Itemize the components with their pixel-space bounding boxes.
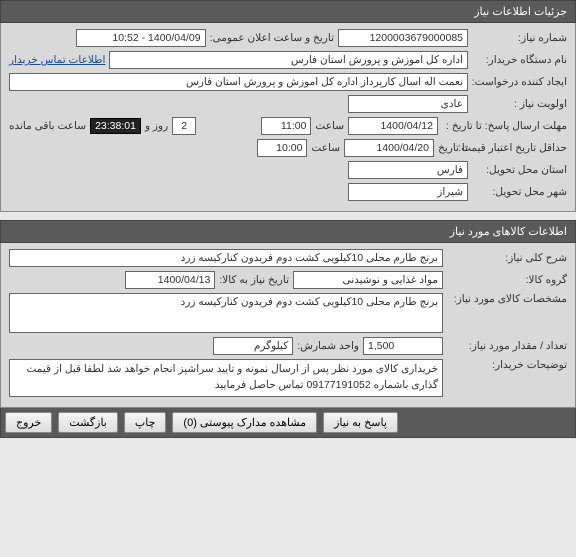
qty-value: 1,500: [363, 337, 443, 355]
goods-info-header: اطلاعات کالاهای مورد نیاز: [0, 220, 576, 243]
buyer-contact-link[interactable]: اطلاعات تماس خریدار: [9, 54, 105, 66]
province-value: فارس: [348, 161, 468, 179]
city-value: شیراز: [348, 183, 468, 201]
validity-date: 1400/04/20: [344, 139, 434, 157]
group-value: مواد غذایی و نوشیدنی: [293, 271, 443, 289]
unit-label: واحد شمارش:: [297, 340, 359, 352]
exit-button[interactable]: خروج: [5, 412, 52, 433]
priority-label: اولویت نیاز :: [472, 98, 567, 110]
deadline-time-label: ساعت: [315, 120, 344, 132]
reply-button[interactable]: پاسخ به نیاز: [323, 412, 398, 433]
city-label: شهر محل تحویل:: [472, 186, 567, 198]
unit-value: کیلوگرم: [213, 337, 293, 355]
need-number-label: شماره نیاز:: [472, 32, 567, 44]
days-remaining: 2: [172, 117, 196, 135]
desc-value: برنج طارم محلی 10کیلویی کشت دوم فریدون ک…: [9, 249, 443, 267]
notes-label: توضیحات خریدار:: [447, 359, 567, 371]
countdown-timer: 23:38:01: [90, 118, 141, 134]
desc-label: شرح کلی نیاز:: [447, 252, 567, 264]
days-label: روز و: [145, 120, 168, 132]
remaining-label: ساعت باقی مانده: [9, 120, 86, 132]
buyer-name-value: اداره کل اموزش و پرورش استان فارس: [109, 51, 468, 69]
creator-value: نعمت اله اسال کارپرداز اداره کل اموزش و …: [9, 73, 468, 91]
group-label: گروه کالا:: [447, 274, 567, 286]
announce-label: تاریخ و ساعت اعلان عمومی:: [210, 32, 334, 44]
need-date-value: 1400/04/13: [125, 271, 215, 289]
print-button[interactable]: چاپ: [124, 412, 167, 433]
creator-label: ایجاد کننده درخواست:: [472, 76, 567, 88]
qty-label: تعداد / مقدار مورد نیاز:: [447, 340, 567, 352]
deadline-date: 1400/04/12: [348, 117, 438, 135]
deadline-time: 11:00: [261, 117, 311, 135]
spec-label: مشخصات کالای مورد نیاز:: [447, 293, 567, 305]
announce-value: 1400/04/09 - 10:52: [76, 29, 206, 47]
validity-until-label: تا تاریخ :: [438, 142, 468, 154]
need-info-header: جزئیات اطلاعات نیاز: [0, 0, 576, 23]
attachments-button[interactable]: مشاهده مدارک پیوستی (0): [172, 412, 317, 433]
validity-time-label: ساعت: [311, 142, 340, 154]
deadline-label: مهلت ارسال پاسخ: تا تاریخ :: [442, 120, 567, 132]
validity-label: حداقل تاریخ اعتبار قیمت:: [472, 142, 567, 154]
action-bar: پاسخ به نیاز مشاهده مدارک پیوستی (0) چاپ…: [0, 408, 576, 438]
back-button[interactable]: بازگشت: [58, 412, 118, 433]
need-date-label: تاریخ نیاز به کالا:: [219, 274, 289, 286]
goods-info-body: شرح کلی نیاز: برنج طارم محلی 10کیلویی کش…: [0, 243, 576, 408]
province-label: استان محل تحویل:: [472, 164, 567, 176]
need-number-value: 1200003679000085: [338, 29, 468, 47]
notes-value: خریداری کالای مورد نظر پس از ارسال نمونه…: [9, 359, 443, 397]
need-info-body: شماره نیاز: 1200003679000085 تاریخ و ساع…: [0, 23, 576, 212]
priority-value: عادی: [348, 95, 468, 113]
validity-time: 10:00: [257, 139, 307, 157]
buyer-name-label: نام دستگاه خریدار:: [472, 54, 567, 66]
spec-value: برنج طارم محلی 10کیلویی کشت دوم فریدون ک…: [9, 293, 443, 333]
